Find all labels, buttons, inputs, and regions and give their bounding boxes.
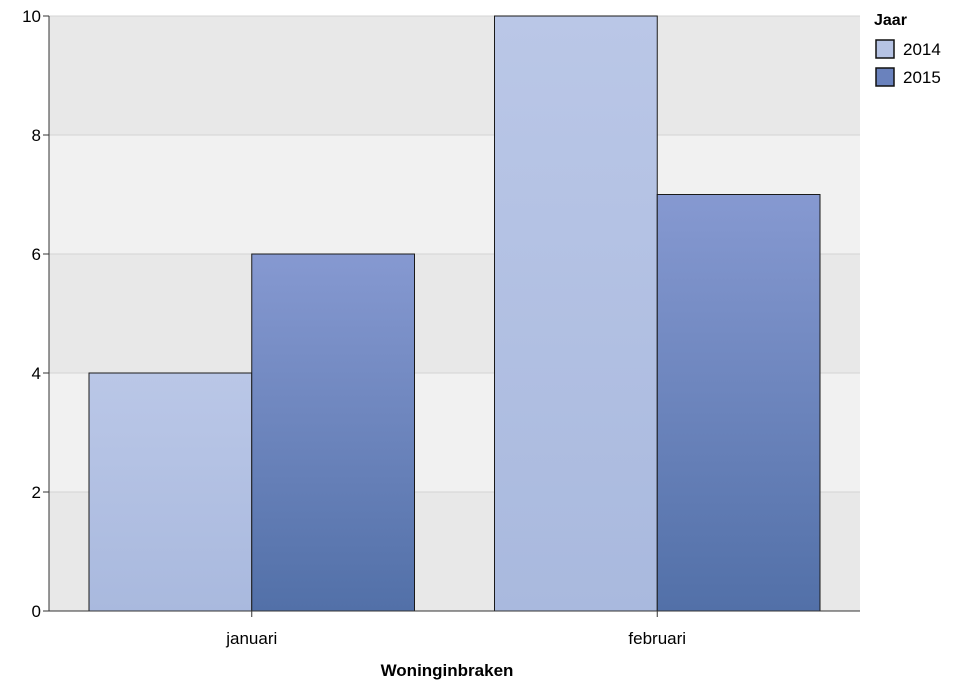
y-tick-label: 10 — [22, 7, 41, 26]
x-axis-label: Woninginbraken — [381, 661, 514, 680]
bar-2014-januari — [88, 372, 253, 612]
bar-2015-januari — [251, 253, 415, 612]
bars — [88, 15, 821, 612]
x-tick-labels: januari februari — [225, 629, 686, 648]
y-tick-label: 0 — [32, 602, 41, 621]
y-tick-label: 8 — [32, 126, 41, 145]
bar-2015-februari — [656, 194, 821, 612]
legend-label-2014: 2014 — [903, 40, 941, 59]
y-tick-labels: 0 2 4 6 8 10 — [22, 7, 41, 621]
y-tick-label: 4 — [32, 364, 41, 383]
y-tick-label: 6 — [32, 245, 41, 264]
x-tick-label: februari — [628, 629, 686, 648]
legend-swatch-2015 — [875, 67, 895, 87]
y-tick-label: 2 — [32, 483, 41, 502]
plot-band — [49, 16, 860, 135]
axes — [43, 15, 860, 617]
x-tick-label: januari — [225, 629, 277, 648]
legend-swatch-2014 — [875, 39, 895, 59]
bar-2014-februari — [494, 15, 658, 612]
legend-title: Jaar — [874, 12, 907, 29]
legend-label-2015: 2015 — [903, 68, 941, 87]
legend: Jaar 2014 2015 — [874, 12, 941, 87]
